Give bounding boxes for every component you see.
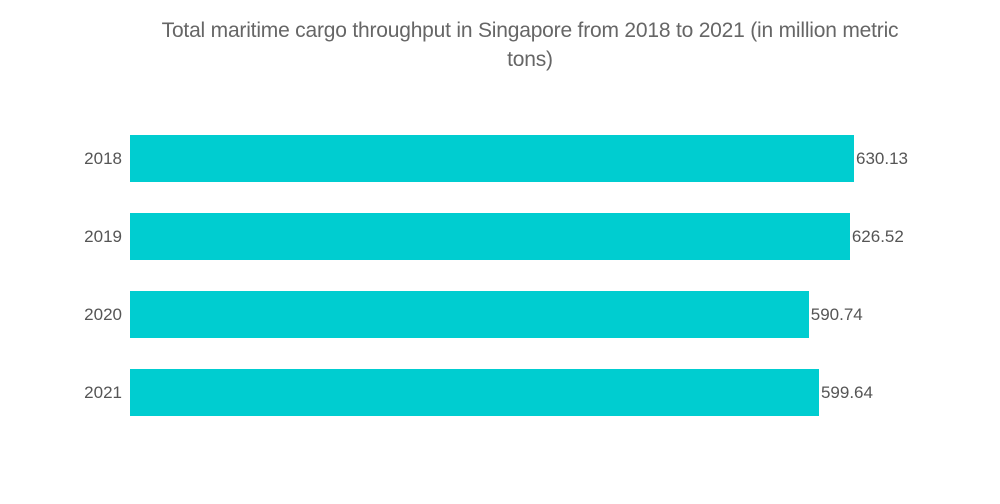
value-label: 599.64 xyxy=(820,383,873,402)
chart-title: Total maritime cargo throughput in Singa… xyxy=(90,16,970,74)
category-label: 2021 xyxy=(84,383,122,402)
value-label: 630.13 xyxy=(856,149,908,168)
chart-title-line-1: Total maritime cargo throughput in Singa… xyxy=(161,19,899,42)
category-label: 2020 xyxy=(84,305,122,324)
bar xyxy=(130,213,850,260)
bar-row: 2020 590.74 xyxy=(0,291,1000,338)
bar xyxy=(130,291,809,338)
chart-title-line-2: tons) xyxy=(507,48,553,71)
category-label: 2019 xyxy=(84,227,122,246)
bar xyxy=(130,369,819,416)
bar-row: 2021 599.64 xyxy=(0,369,1000,416)
value-label: 626.52 xyxy=(851,227,904,246)
category-label: 2018 xyxy=(84,149,122,168)
value-label: 590.74 xyxy=(810,305,863,324)
bar-row: 2018 630.13 xyxy=(0,135,1000,182)
bar-row: 2019 626.52 xyxy=(0,213,1000,260)
bar xyxy=(130,135,854,182)
